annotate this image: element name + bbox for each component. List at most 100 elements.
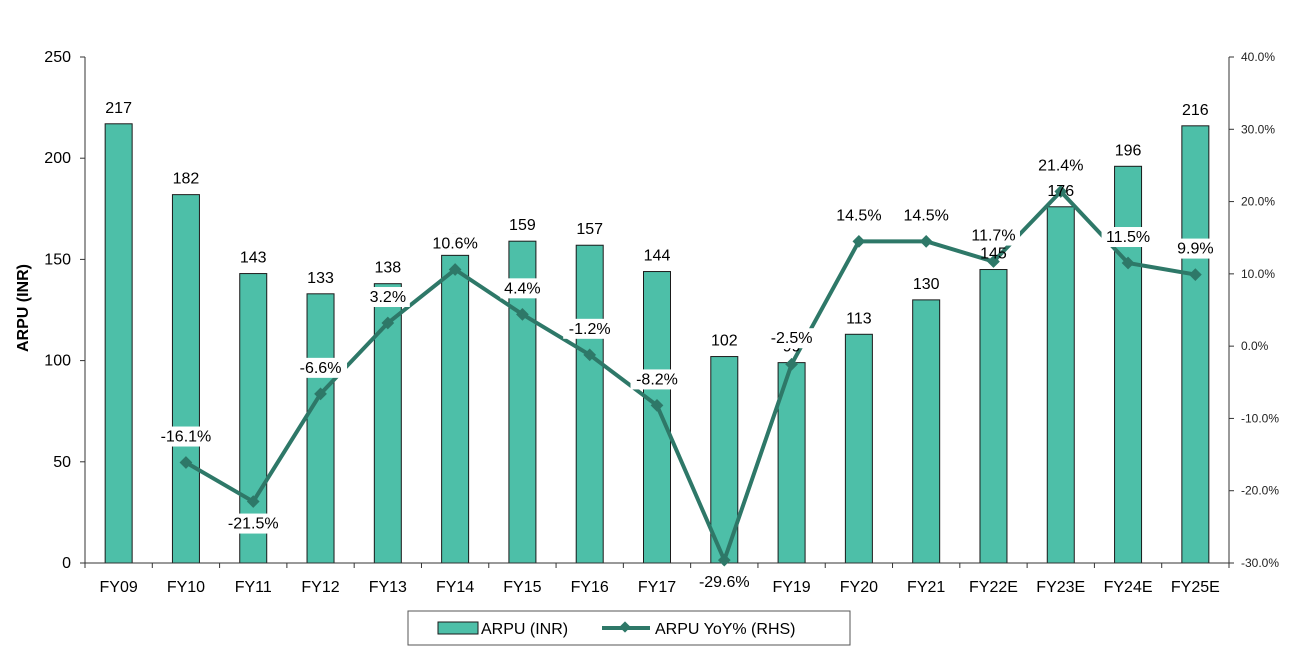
bar-value-label: 216 [1182, 102, 1209, 119]
yoy-label-bg [1034, 155, 1088, 176]
x-tick-label: FY15 [503, 579, 541, 596]
bar-fy25e [1181, 125, 1210, 564]
y-tick-label: 100 [44, 353, 71, 370]
y2-tick-label: -20.0% [1241, 484, 1279, 498]
legend-bar-swatch [437, 621, 479, 635]
x-tick-label: FY12 [301, 579, 339, 596]
bar-value-label: 144 [644, 248, 671, 265]
yoy-value-label: 4.4% [504, 280, 540, 297]
yoy-value-label: -16.1% [161, 429, 212, 446]
x-tick-label: FY13 [369, 579, 407, 596]
bar-fy21 [912, 299, 941, 564]
yoy-value-label: -6.6% [300, 360, 342, 377]
yoy-label-bg [222, 513, 285, 534]
x-tick-label: FY16 [571, 579, 609, 596]
yoy-label-bg [1101, 227, 1155, 248]
yoy-value-label: 14.5% [836, 207, 881, 224]
bar-value-label: 182 [173, 171, 200, 188]
yoy-label-bg [966, 225, 1020, 246]
y-axis-label: ARPU (INR) [15, 264, 32, 352]
y-tick-label: 150 [44, 251, 71, 268]
yoy-label-bg [899, 205, 953, 226]
bar-fy17 [643, 271, 671, 564]
bar-value-label: 102 [711, 333, 738, 350]
bar-value-label: 145 [980, 246, 1007, 263]
yoy-label-bg [428, 233, 482, 254]
bar-fy20 [844, 333, 873, 564]
yoy-label-bg [500, 278, 545, 299]
yoy-value-label: 11.7% [971, 228, 1015, 245]
x-tick-label: FY24E [1104, 579, 1153, 596]
bar-value-label: 176 [1047, 183, 1074, 200]
yoy-value-label: 3.2% [370, 289, 406, 306]
bar-series [104, 123, 1210, 564]
bar-fy10 [171, 194, 200, 564]
yoy-value-label: -2.5% [771, 330, 813, 347]
y2-tick-label: 10.0% [1241, 267, 1275, 281]
data-labels: 2171821431331381521591571441029911313014… [105, 100, 1218, 593]
legend-bar-label: ARPU (INR) [481, 621, 568, 638]
bar-fy23e [1046, 206, 1075, 564]
x-tick-label: FY09 [100, 579, 138, 596]
yoy-value-label: -21.5% [228, 516, 279, 533]
x-tick-label: FY14 [436, 579, 474, 596]
yoy-value-label: 21.4% [1038, 157, 1083, 174]
x-tick-label: FY11 [235, 579, 272, 596]
y-tick-label: 250 [44, 49, 71, 66]
bar-fy24e [1114, 165, 1143, 564]
bar-value-label: 113 [846, 310, 872, 327]
bar-value-label: 143 [240, 250, 267, 267]
yoy-label-bg [154, 426, 217, 447]
legend-line-marker [619, 621, 631, 633]
yoy-value-label: 10.6% [432, 236, 477, 253]
yoy-line [184, 189, 1196, 563]
x-tick-label: FY17 [638, 579, 676, 596]
y2-tick-label: 0.0% [1241, 339, 1269, 353]
yoy-value-label: 14.5% [903, 207, 948, 224]
y-tick-label: 0 [62, 555, 71, 572]
yoy-value-label: -1.2% [569, 321, 611, 338]
y2-tick-label: 20.0% [1241, 195, 1275, 209]
yoy-marker-fy14 [448, 263, 462, 276]
bar-fy14 [441, 254, 470, 564]
x-tick-label: FY10 [167, 579, 205, 596]
yoy-marker-fy21 [919, 234, 933, 248]
bar-value-label: 130 [913, 276, 940, 293]
y-tick-label: 50 [53, 454, 71, 471]
y-tick-label: 200 [44, 150, 71, 167]
yoy-label-bg [693, 572, 756, 593]
y2-tick-label: -30.0% [1241, 556, 1279, 570]
legend-line-label: ARPU YoY% (RHS) [655, 621, 796, 638]
yoy-label-bg [563, 318, 617, 339]
bar-value-label: 133 [307, 270, 334, 287]
legend: ARPU (INR) ARPU YoY% (RHS) [407, 610, 851, 646]
bar-value-label: 217 [105, 100, 132, 117]
x-tick-label: FY22E [969, 579, 1018, 596]
x-tick-label: FY23E [1036, 579, 1085, 596]
bar-fy09 [104, 123, 133, 564]
y2-tick-label: -10.0% [1241, 411, 1279, 425]
yoy-marker-fy10 [179, 456, 193, 469]
bar-value-label: 196 [1115, 142, 1142, 159]
bar-value-label: 159 [509, 217, 536, 234]
yoy-value-label: 11.5% [1106, 229, 1150, 246]
x-tick-label: FY20 [840, 579, 878, 596]
yoy-value-label: -29.6% [699, 574, 750, 591]
yoy-label-bg [832, 205, 886, 226]
yoy-marker-fy13 [381, 316, 395, 330]
yoy-marker-fy11 [246, 495, 260, 508]
yoy-value-label: 9.9% [1177, 241, 1213, 258]
bar-value-label: 138 [374, 260, 401, 277]
x-tick-label: FY21 [907, 579, 945, 596]
y2-tick-label: 40.0% [1241, 50, 1275, 64]
yoy-label-bg [765, 328, 819, 349]
yoy-label-bg [294, 357, 348, 378]
x-tick-label: FY19 [772, 579, 810, 596]
yoy-label-bg [365, 287, 410, 308]
bar-fy12 [306, 293, 335, 564]
bar-fy16 [575, 244, 604, 564]
yoy-marker-fy12 [314, 387, 327, 401]
y2-tick-label: 30.0% [1241, 122, 1275, 136]
bar-value-label: 157 [576, 221, 603, 238]
